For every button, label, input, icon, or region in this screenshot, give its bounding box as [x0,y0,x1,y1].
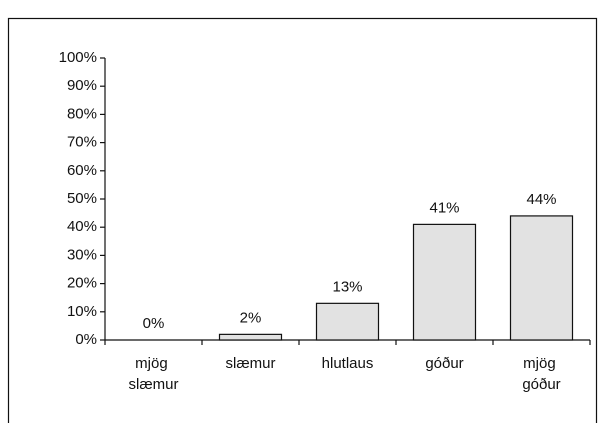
y-tick-label: 90% [67,77,97,94]
value-label: 41% [429,199,459,216]
bar [315,302,380,341]
y-tick-label: 80% [67,105,97,122]
bar [509,215,574,341]
x-tick-label: mjög góður [522,355,560,393]
x-tick-label: hlutlaus [322,355,374,372]
y-tick-label: 70% [67,134,97,151]
y-tick-label: 60% [67,162,97,179]
bar [412,223,477,341]
y-tick-label: 20% [67,275,97,292]
y-tick-label: 0% [75,331,97,348]
value-label: 0% [143,315,165,332]
x-tick-label: slæmur [225,355,275,372]
x-tick-label: góður [425,355,463,372]
value-label: 13% [332,278,362,295]
frame [7,17,598,423]
value-label: 44% [526,191,556,208]
y-tick-label: 10% [67,303,97,320]
x-tick-label: mjög slæmur [128,355,178,393]
y-tick-label: 40% [67,218,97,235]
y-tick-label: 30% [67,246,97,263]
value-label: 2% [240,309,262,326]
y-tick-label: 50% [67,190,97,207]
y-tick-label: 100% [59,49,97,66]
bar [218,333,283,341]
